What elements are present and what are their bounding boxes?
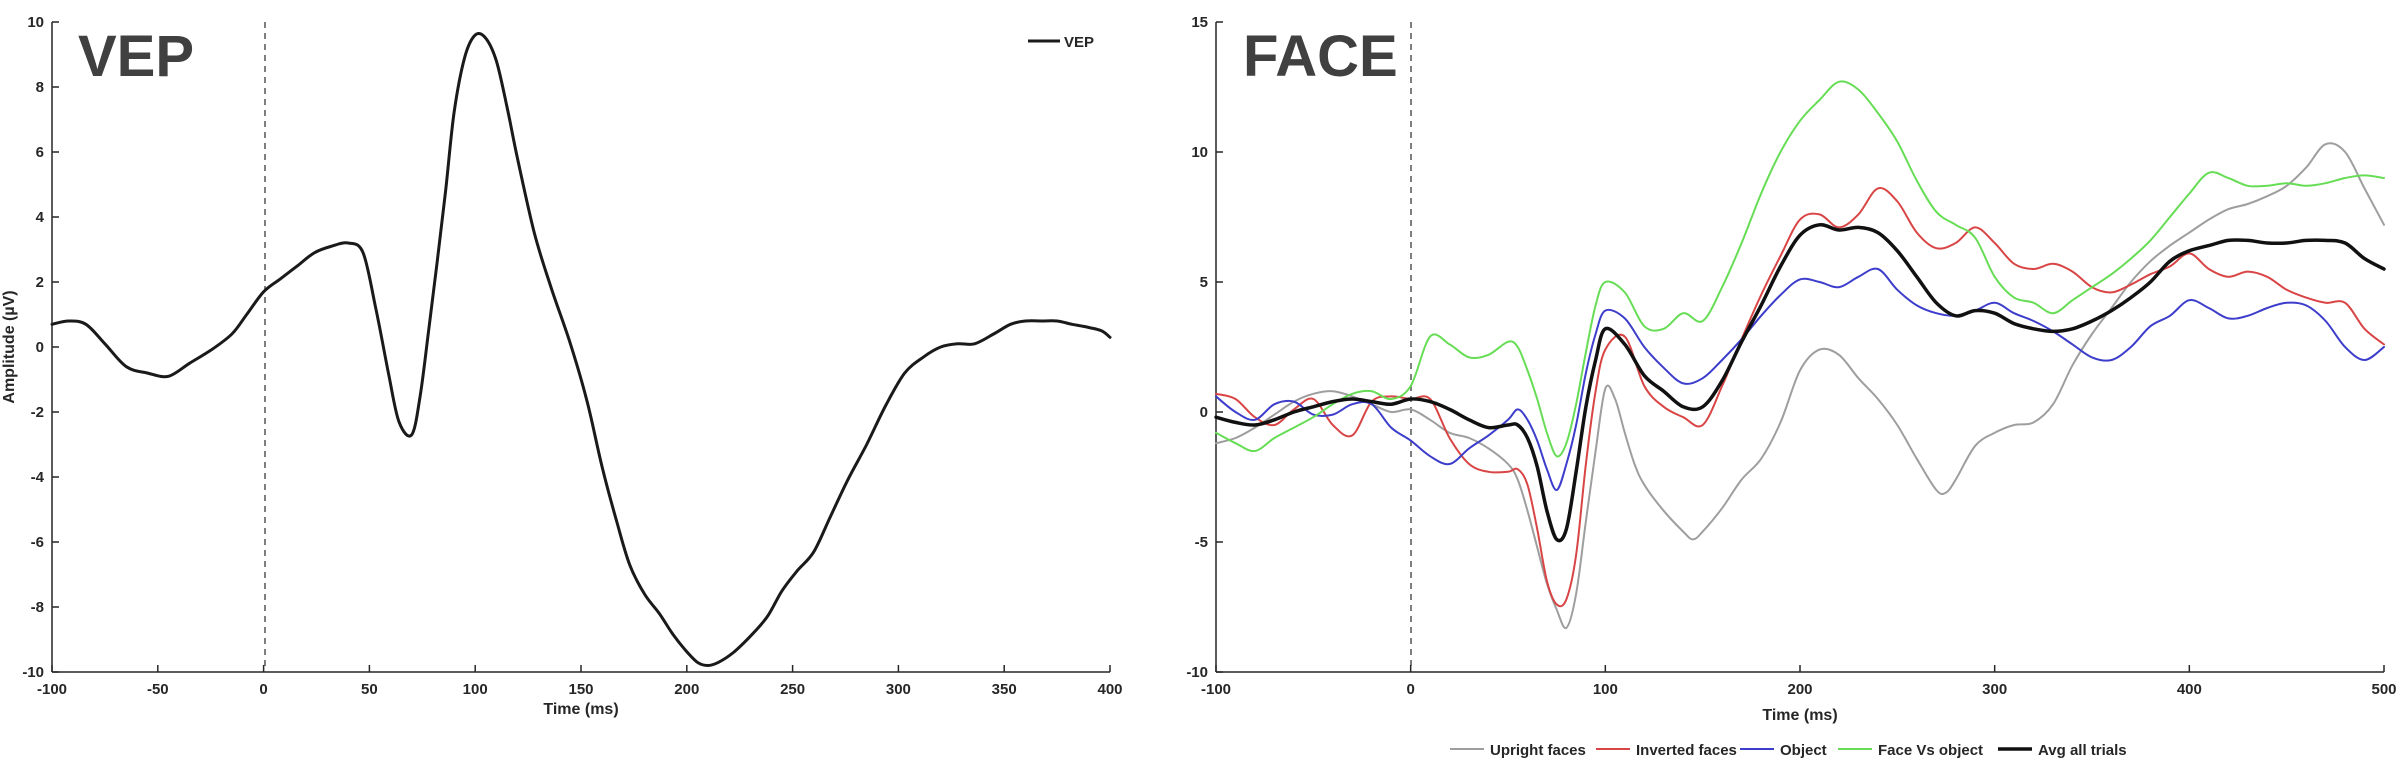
face-legend-label-face-vs-object: Face Vs object [1878,742,1983,759]
face-x-tick-label: 400 [2177,681,2202,698]
face-y-tick-label: 15 [1191,14,1208,31]
vep-y-tick-label: -10 [22,664,44,681]
vep-x-tick-label: 100 [463,681,488,698]
face-series-upright-faces-line [1215,142,2385,630]
face-series-object-line [1215,267,2385,491]
face-y-tick-label: -5 [1195,534,1208,551]
vep-x-tick-label: 0 [259,681,267,698]
vep-x-ticks: -100 -50 0 50 100 150 200 250 300 350 400 [37,665,1123,698]
face-x-tick-label: 0 [1406,681,1414,698]
face-legend-label-upright-faces: Upright faces [1490,742,1586,759]
face-legend-label-inverted-faces: Inverted faces [1636,742,1737,759]
vep-y-tick-label: 10 [27,14,44,31]
vep-x-tick-label: 350 [992,681,1017,698]
vep-y-tick-label: 2 [36,274,44,291]
vep-y-tick-label: 6 [36,144,44,161]
face-series-face-vs-object-line [1215,80,2385,458]
vep-x-axis-title: Time (ms) [543,701,618,718]
face-x-ticks: -100 0 100 200 300 400 500 [1201,665,2397,698]
face-series-avg-all-trials-line [1214,222,2386,543]
face-series-group [1214,80,2386,630]
vep-y-tick-label: -4 [31,469,45,486]
vep-series-vep-line [50,31,1112,667]
face-y-tick-label: 0 [1200,404,1208,421]
face-y-ticks: -10 -5 0 5 10 15 [1186,14,1223,681]
face-x-axis-title: Time (ms) [1762,707,1837,724]
vep-series-group [50,31,1112,667]
vep-panel: -100 -50 0 50 100 150 200 250 300 350 400 -10-8-6-… [1,14,1123,718]
face-x-tick-label: 200 [1787,681,1812,698]
face-series-inverted-faces-line [1215,187,2385,608]
vep-x-tick-label: 200 [674,681,699,698]
vep-legend-label: VEP [1064,34,1094,51]
vep-y-tick-label: -2 [31,404,44,421]
vep-x-tick-label: 150 [568,681,593,698]
face-legend-label-object: Object [1780,742,1827,759]
vep-x-tick-label: 400 [1097,681,1122,698]
face-panel: -100 0 100 200 300 400 500 -10 -5 0 5 10 15 FACE Ti… [1186,14,2396,759]
vep-x-tick-label: -50 [147,681,169,698]
vep-x-tick-label: 250 [780,681,805,698]
face-legend: Upright faces Inverted faces Object Face Vs… [1450,742,2127,759]
vep-y-tick-label: 4 [36,209,45,226]
vep-panel-title: VEP [78,24,194,89]
face-panel-title: FACE [1243,24,1398,89]
face-y-tick-label: -10 [1186,664,1208,681]
vep-y-ticks: -10 -8 -6 -4 -2 0 2 4 6 8 10 [22,14,59,681]
vep-y-axis-title: Amplitude (µV) [1,290,18,403]
vep-x-tick-label: -100 [37,681,67,698]
face-legend-label-avg-all-trials: Avg all trials [2038,742,2127,759]
vep-x-tick-label: 300 [886,681,911,698]
face-y-tick-label: 10 [1191,144,1208,161]
vep-y-tick-label: 0 [36,339,44,356]
face-x-tick-label: -100 [1201,681,1231,698]
vep-x-tick-label: 50 [361,681,378,698]
face-x-tick-label: 500 [2371,681,2396,698]
face-x-tick-label: 300 [1982,681,2007,698]
vep-y-tick-label: 8 [36,79,44,96]
vep-y-tick-label: -6 [31,534,44,551]
vep-legend: VEP [1028,34,1094,51]
face-y-tick-label: 5 [1200,274,1208,291]
face-x-tick-label: 100 [1593,681,1618,698]
vep-y-tick-label: -8 [31,599,44,616]
